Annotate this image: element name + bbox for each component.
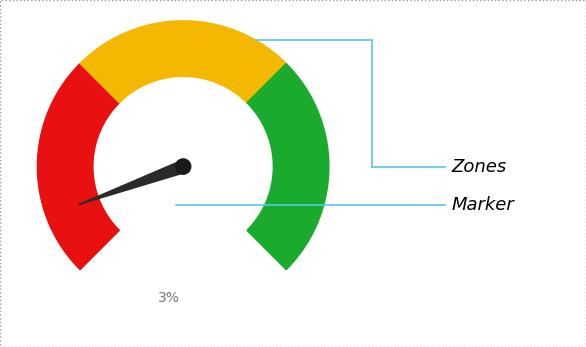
Text: Zones: Zones [451, 158, 506, 176]
Text: Marker: Marker [451, 196, 514, 213]
Polygon shape [79, 161, 185, 204]
Circle shape [175, 159, 191, 174]
Polygon shape [38, 64, 120, 270]
Polygon shape [80, 21, 286, 103]
Polygon shape [247, 64, 329, 270]
Text: 3%: 3% [158, 291, 180, 305]
